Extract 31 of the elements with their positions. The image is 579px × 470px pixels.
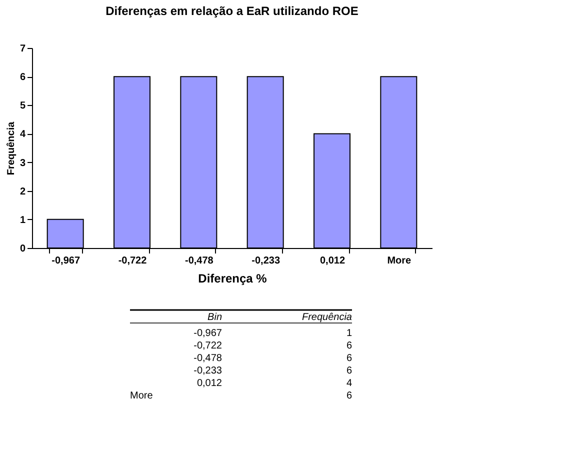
- y-tick-label: 4: [20, 129, 26, 140]
- text: 6: [346, 353, 352, 364]
- text: 1: [346, 328, 352, 339]
- text: -0,233: [194, 366, 222, 376]
- x-tick-label: 0,012: [320, 256, 346, 266]
- y-tick-label: 3: [20, 158, 26, 169]
- x-tick-label: -0,478: [184, 256, 214, 266]
- y-tick-label: 6: [20, 72, 26, 84]
- x-tick-label: -0,967: [52, 256, 80, 266]
- text: 6: [346, 340, 352, 352]
- y-tick-label: 1: [20, 214, 26, 226]
- text: Frequência: [302, 312, 352, 323]
- x-tick-label: More: [387, 256, 412, 266]
- x-tick-label: -0,233: [252, 256, 280, 266]
- text: 0,012: [196, 378, 222, 389]
- text: 4: [346, 378, 352, 389]
- text: -0,722: [194, 340, 222, 352]
- text: 6: [346, 366, 352, 376]
- y-tick-label: 5: [20, 100, 26, 112]
- y-tick-label: 0: [20, 244, 26, 254]
- chart-title: Diferenças em relação a EaR utilizando ROE: [106, 4, 358, 18]
- text: -0,967: [194, 328, 222, 339]
- text: -0,478: [194, 353, 222, 364]
- x-tick-label: -0,722: [118, 256, 148, 266]
- text: 6: [346, 390, 352, 402]
- text: More: [130, 390, 154, 402]
- y-axis-title: Frequência: [6, 121, 17, 176]
- y-tick-label: 2: [20, 186, 26, 198]
- text: Bin: [208, 312, 222, 323]
- x-axis-title: Diferença %: [198, 272, 268, 286]
- y-tick-label: 7: [20, 44, 26, 54]
